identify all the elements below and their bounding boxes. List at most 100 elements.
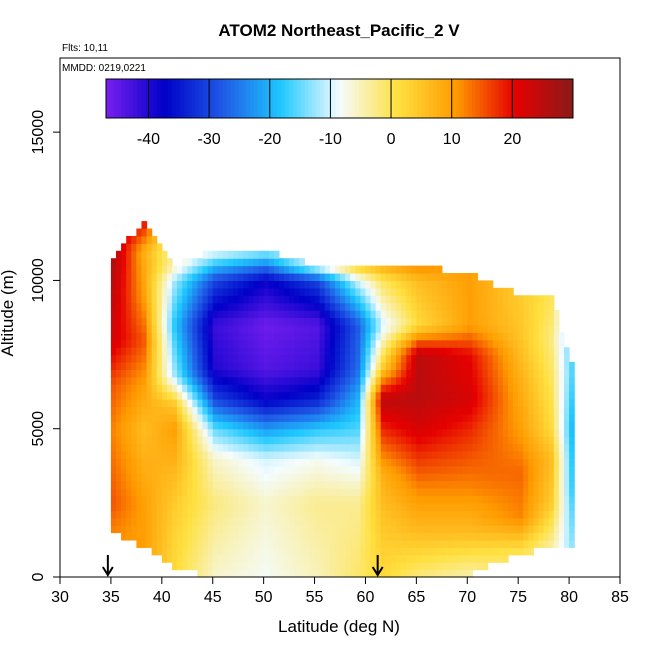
heat-cell	[340, 502, 346, 511]
heat-cell	[523, 532, 529, 541]
heat-cell	[508, 525, 514, 534]
heat-cell	[553, 310, 560, 319]
heat-cell	[192, 399, 199, 408]
heat-cell	[294, 465, 300, 474]
heat-cell	[121, 339, 127, 348]
heat-cell	[533, 339, 540, 348]
heat-cell	[182, 480, 188, 489]
heat-cell	[268, 473, 275, 482]
heat-cell	[161, 532, 168, 541]
heat-cell	[156, 436, 163, 445]
heat-cell	[502, 384, 509, 393]
heat-cell	[502, 443, 509, 452]
colorbar-swatch	[534, 79, 539, 118]
heat-cell	[263, 324, 270, 333]
heat-cell	[482, 465, 489, 474]
heat-cell	[355, 443, 361, 452]
heat-cell	[289, 324, 295, 333]
heat-cell	[355, 421, 361, 430]
heat-cell	[436, 399, 443, 408]
heat-cell	[268, 547, 275, 556]
heat-cell	[217, 547, 224, 556]
heat-cell	[136, 302, 143, 311]
heat-cell	[258, 465, 265, 474]
heat-cell	[324, 562, 331, 571]
heat-cell	[110, 428, 117, 437]
heat-cell	[421, 502, 428, 511]
heat-cell	[182, 295, 188, 304]
heat-cell	[467, 473, 473, 482]
heat-cell	[370, 495, 377, 504]
heat-cell	[360, 391, 367, 400]
heat-cell	[238, 369, 244, 378]
heat-cell	[446, 569, 453, 578]
heat-cell	[492, 347, 499, 356]
heat-cell	[324, 287, 331, 296]
heat-cell	[564, 347, 570, 356]
heat-cell	[253, 517, 260, 526]
heat-cell	[436, 361, 443, 370]
heat-cell	[406, 554, 412, 563]
heat-cell	[340, 525, 346, 534]
heat-cell	[411, 480, 417, 489]
heat-cell	[431, 443, 438, 452]
heat-cell	[329, 273, 336, 282]
heat-cell	[553, 458, 560, 467]
heat-cell	[543, 443, 550, 452]
heat-cell	[314, 450, 321, 459]
colorbar-swatch	[518, 79, 523, 118]
heat-cell	[222, 510, 229, 519]
heat-cell	[268, 443, 275, 452]
heat-cell	[492, 554, 499, 563]
heat-cell	[233, 332, 239, 341]
heat-cell	[345, 495, 351, 504]
heat-cell	[533, 310, 540, 319]
heat-cell	[452, 554, 458, 563]
heat-cell	[477, 391, 484, 400]
heat-cell	[263, 465, 270, 474]
heat-cell	[375, 399, 382, 408]
heat-cell	[126, 324, 132, 333]
heat-cell	[207, 421, 214, 430]
heat-cell	[477, 280, 484, 289]
heat-cell	[340, 562, 346, 571]
heat-cell	[355, 391, 361, 400]
heat-cell	[212, 258, 219, 267]
heat-cell	[217, 532, 224, 541]
heat-cell	[314, 562, 321, 571]
heat-cell	[452, 384, 458, 393]
heat-cell	[253, 480, 260, 489]
heat-cell	[329, 421, 336, 430]
heat-cell	[238, 376, 244, 385]
heat-cell	[533, 539, 540, 548]
heat-cell	[457, 495, 463, 504]
heat-cell	[278, 391, 285, 400]
heat-cell	[314, 302, 321, 311]
heat-cell	[228, 376, 234, 385]
heat-cell	[294, 539, 300, 548]
heat-cell	[426, 562, 433, 571]
heat-cell	[258, 250, 265, 259]
heat-cell	[350, 376, 356, 385]
heat-cell	[350, 384, 356, 393]
heat-cell	[319, 273, 326, 282]
heat-cell	[126, 510, 132, 519]
heat-cell	[492, 302, 499, 311]
heat-cell	[431, 450, 438, 459]
heat-cell	[263, 399, 270, 408]
heat-cell	[406, 539, 412, 548]
heat-cell	[513, 324, 519, 333]
heat-cell	[197, 554, 204, 563]
heat-cell	[385, 310, 392, 319]
heat-cell	[340, 569, 346, 578]
heat-cell	[441, 302, 448, 311]
heat-cell	[431, 324, 438, 333]
heat-cell	[431, 532, 438, 541]
heat-cell	[492, 480, 499, 489]
heat-cell	[355, 347, 361, 356]
heat-cell	[212, 317, 219, 326]
heat-cell	[441, 569, 448, 578]
heat-cell	[146, 317, 153, 326]
heat-cell	[411, 547, 417, 556]
heat-cell	[121, 280, 127, 289]
